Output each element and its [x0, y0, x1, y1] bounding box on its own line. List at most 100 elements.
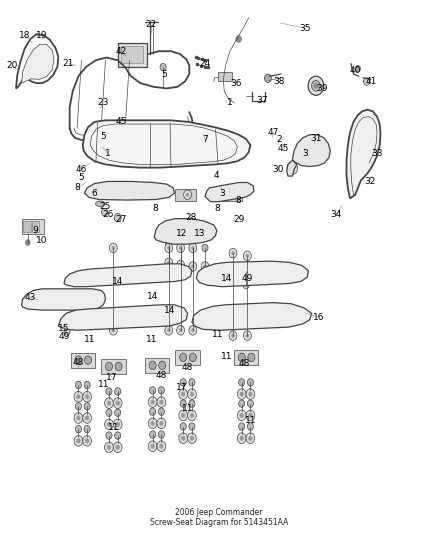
Bar	[175, 189, 196, 200]
Text: 15: 15	[58, 324, 70, 333]
Ellipse shape	[96, 146, 105, 156]
Ellipse shape	[181, 436, 185, 440]
Ellipse shape	[115, 432, 121, 439]
Text: 4: 4	[214, 171, 219, 180]
Ellipse shape	[271, 270, 282, 276]
Ellipse shape	[204, 265, 206, 268]
Ellipse shape	[234, 312, 245, 319]
Ellipse shape	[106, 362, 113, 370]
Ellipse shape	[179, 263, 182, 266]
Bar	[71, 353, 95, 368]
Ellipse shape	[217, 312, 228, 319]
Ellipse shape	[105, 398, 113, 408]
Ellipse shape	[237, 389, 246, 399]
Ellipse shape	[355, 66, 360, 72]
Ellipse shape	[148, 441, 157, 451]
Text: 6: 6	[92, 189, 97, 198]
Ellipse shape	[84, 381, 90, 389]
Ellipse shape	[116, 445, 120, 449]
Ellipse shape	[85, 439, 89, 443]
Ellipse shape	[82, 272, 93, 278]
Ellipse shape	[248, 353, 255, 362]
Ellipse shape	[249, 413, 252, 417]
Bar	[121, 46, 144, 63]
Ellipse shape	[84, 425, 90, 433]
Text: 11: 11	[221, 352, 233, 361]
Ellipse shape	[102, 208, 108, 216]
Text: 8: 8	[236, 196, 241, 205]
Ellipse shape	[165, 326, 173, 335]
Text: 5: 5	[162, 70, 167, 78]
Text: 49: 49	[58, 332, 70, 341]
Ellipse shape	[150, 386, 155, 394]
Text: 11: 11	[145, 335, 157, 344]
Ellipse shape	[177, 243, 184, 253]
Text: 11: 11	[212, 329, 224, 338]
Ellipse shape	[76, 314, 87, 320]
Text: 5: 5	[78, 173, 85, 182]
Text: 48: 48	[73, 358, 84, 367]
Ellipse shape	[165, 243, 173, 253]
Text: 16: 16	[313, 312, 324, 321]
Text: 1: 1	[227, 98, 233, 107]
Ellipse shape	[106, 387, 112, 395]
Ellipse shape	[30, 297, 34, 302]
Ellipse shape	[159, 361, 166, 369]
Ellipse shape	[246, 254, 249, 257]
Text: 19: 19	[36, 31, 48, 40]
Bar	[101, 359, 126, 374]
Text: 8: 8	[74, 183, 80, 192]
Ellipse shape	[148, 137, 152, 141]
Text: 40: 40	[350, 67, 361, 75]
Ellipse shape	[85, 356, 92, 365]
Ellipse shape	[240, 436, 244, 440]
Ellipse shape	[159, 421, 163, 425]
Ellipse shape	[314, 84, 318, 88]
Ellipse shape	[77, 416, 80, 420]
Ellipse shape	[25, 52, 29, 58]
Text: 24: 24	[199, 59, 211, 68]
Polygon shape	[64, 264, 192, 287]
Ellipse shape	[77, 439, 80, 443]
Ellipse shape	[29, 59, 38, 70]
Ellipse shape	[165, 258, 173, 268]
Ellipse shape	[236, 36, 241, 42]
Ellipse shape	[244, 251, 251, 261]
Ellipse shape	[247, 423, 254, 430]
Ellipse shape	[239, 378, 245, 386]
Ellipse shape	[116, 422, 120, 426]
Ellipse shape	[201, 262, 209, 271]
Polygon shape	[192, 303, 311, 330]
Ellipse shape	[150, 431, 155, 438]
Text: 2: 2	[276, 135, 282, 144]
Ellipse shape	[74, 435, 83, 446]
Ellipse shape	[96, 133, 105, 143]
Text: 8: 8	[214, 204, 220, 213]
Ellipse shape	[191, 246, 194, 249]
Ellipse shape	[202, 244, 208, 252]
Ellipse shape	[27, 293, 37, 306]
Ellipse shape	[179, 329, 182, 332]
Ellipse shape	[177, 326, 184, 335]
Polygon shape	[16, 34, 58, 88]
Ellipse shape	[75, 356, 82, 365]
Text: 48: 48	[155, 371, 167, 380]
Polygon shape	[21, 44, 54, 83]
Ellipse shape	[151, 421, 154, 425]
Text: 48: 48	[182, 363, 193, 372]
Ellipse shape	[160, 63, 166, 71]
Ellipse shape	[85, 394, 89, 399]
Ellipse shape	[308, 76, 324, 95]
Ellipse shape	[158, 431, 164, 438]
Ellipse shape	[115, 409, 121, 416]
Ellipse shape	[229, 248, 237, 258]
Text: 3: 3	[219, 189, 226, 198]
Bar	[145, 358, 169, 373]
Ellipse shape	[180, 353, 187, 362]
Text: 37: 37	[256, 96, 268, 105]
Ellipse shape	[237, 410, 246, 421]
Ellipse shape	[116, 401, 120, 405]
Ellipse shape	[230, 146, 234, 150]
Ellipse shape	[148, 418, 157, 429]
Text: 10: 10	[36, 237, 48, 246]
